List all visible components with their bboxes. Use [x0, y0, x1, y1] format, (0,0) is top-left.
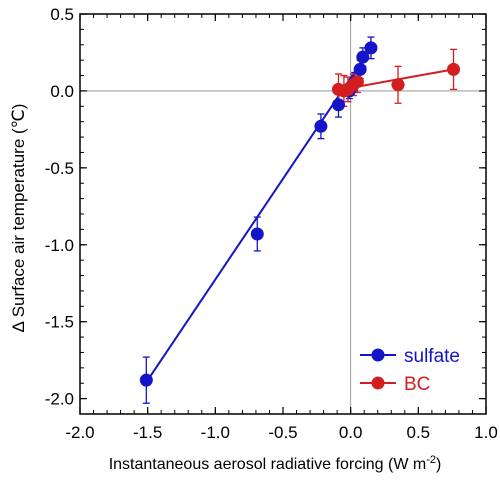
data-point-sulfate — [364, 41, 378, 55]
x-axis-title: Instantaneous aerosol radiative forcing … — [109, 454, 442, 473]
data-point-sulfate — [353, 62, 367, 76]
data-point-sulfate — [250, 227, 264, 241]
data-point-sulfate — [139, 373, 153, 387]
x-tick-label: -1.0 — [201, 423, 230, 442]
data-point-bc — [350, 75, 364, 89]
markers — [139, 41, 461, 387]
legend-label: BC — [404, 374, 430, 395]
y-tick-label: -1.5 — [45, 313, 74, 332]
y-tick-label: -2.0 — [45, 390, 74, 409]
x-tick-label: -0.5 — [268, 423, 297, 442]
y-axis-title: Δ Surface air temperature (℃) — [9, 104, 28, 333]
data-point-bc — [391, 78, 405, 92]
data-point-bc — [447, 62, 461, 76]
legend: sulfate BC — [360, 346, 460, 395]
legend-marker — [371, 348, 385, 362]
legend-label: sulfate — [404, 346, 460, 367]
y-tick-label: 0.5 — [50, 5, 74, 24]
y-tick-label: -0.5 — [45, 159, 74, 178]
x-tick-label: -1.5 — [133, 423, 162, 442]
x-axis-ticks: -2.0 -1.5 -1.0 -0.5 0.0 0.5 1.0 — [65, 14, 498, 442]
legend-marker — [371, 376, 385, 390]
y-tick-label: -1.0 — [45, 236, 74, 255]
data-point-sulfate — [314, 119, 328, 133]
y-tick-label: 0.0 — [50, 82, 74, 101]
x-tick-label: 1.0 — [474, 423, 498, 442]
y-axis-ticks: -2.0 -1.5 -1.0 -0.5 0.0 0.5 — [45, 5, 486, 415]
x-tick-label: 0.5 — [407, 423, 431, 442]
data-point-sulfate — [356, 50, 370, 64]
x-tick-label: -2.0 — [65, 423, 94, 442]
legend-entry-sulfate: sulfate — [360, 346, 460, 367]
legend-entry-bc: BC — [360, 374, 430, 395]
x-tick-label: 0.0 — [339, 423, 363, 442]
data-point-sulfate — [331, 98, 345, 112]
